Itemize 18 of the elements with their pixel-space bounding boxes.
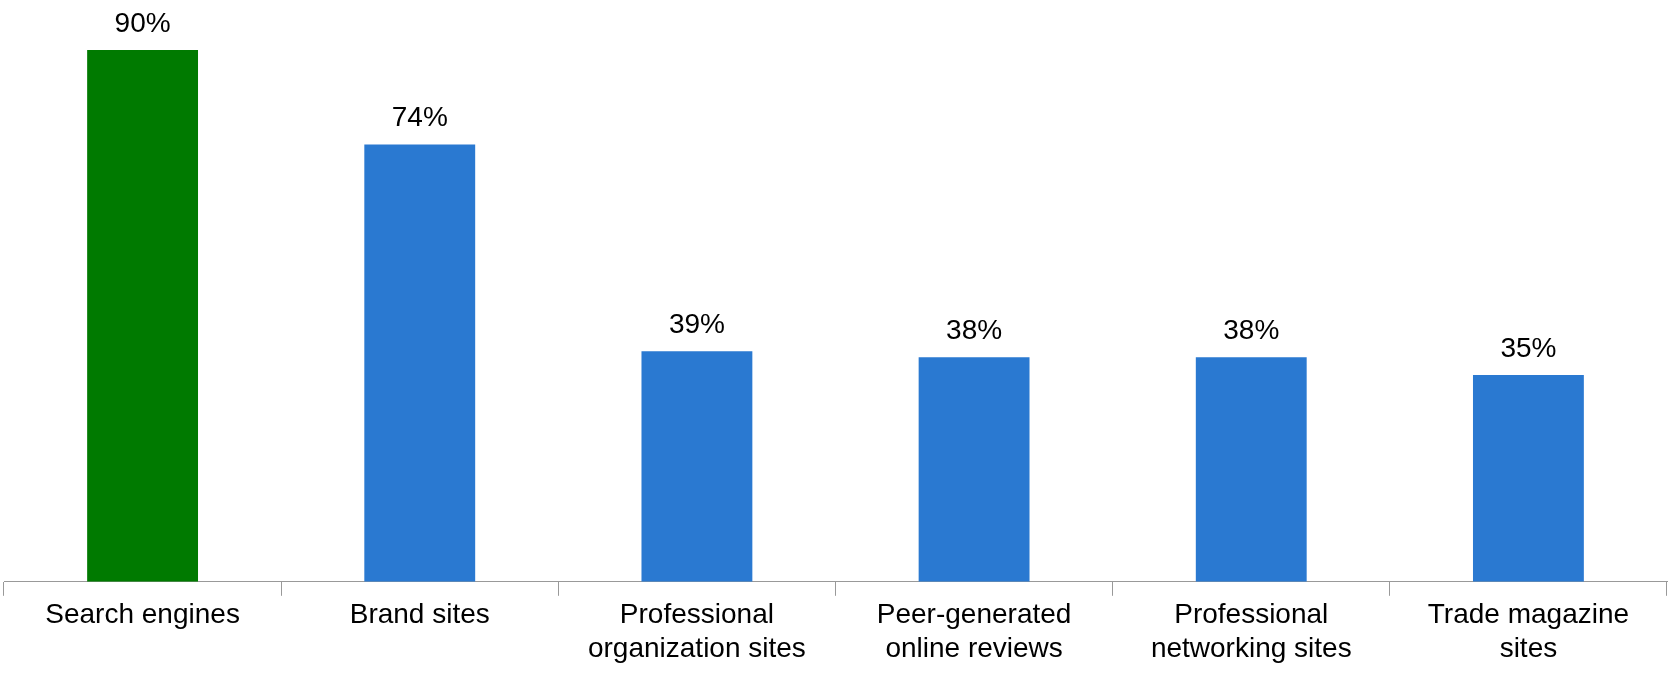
- bar: [918, 357, 1030, 582]
- bar: [364, 144, 476, 582]
- x-tick-label: Search engines: [45, 598, 240, 630]
- data-label: 74%: [391, 101, 448, 133]
- x-tick-label: Professional organization sites: [587, 598, 806, 663]
- data-label: 90%: [114, 6, 171, 38]
- data-label: 35%: [1500, 331, 1557, 363]
- x-tick-label: Peer-generated online reviews: [876, 598, 1072, 663]
- x-tick-label: Professional networking sites: [1150, 598, 1352, 663]
- x-tick-label: Brand sites: [349, 598, 490, 630]
- bar: [1195, 357, 1307, 582]
- data-label: 38%: [1223, 313, 1280, 345]
- bar: [1472, 374, 1584, 582]
- data-label: 38%: [946, 313, 1003, 345]
- bar: [87, 50, 199, 582]
- bar: [641, 351, 753, 582]
- data-label: 39%: [668, 308, 725, 340]
- x-tick-label: Trade magazine sites: [1427, 598, 1630, 663]
